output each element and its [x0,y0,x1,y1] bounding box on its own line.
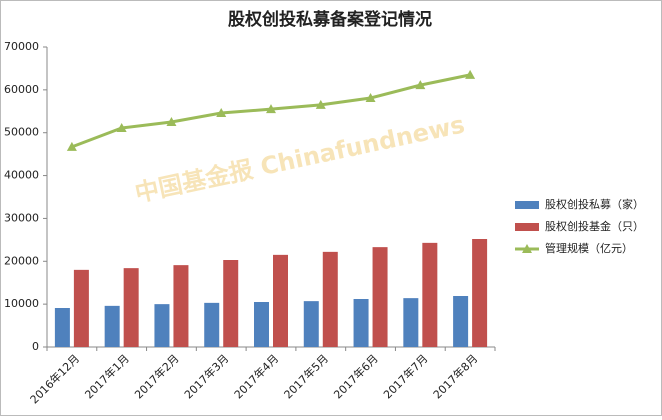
bar [303,301,319,347]
line-marker [216,108,227,117]
bar [104,305,120,347]
bar [223,260,239,347]
bar [204,302,220,347]
bar [472,239,488,347]
legend-swatch [515,201,539,209]
y-tick-label: 40000 [4,169,39,182]
legend-label: 管理规模（亿元） [545,241,633,255]
bar [154,304,170,347]
line-marker [465,69,476,79]
bar [453,296,469,347]
line-marker [315,99,326,109]
line-marker [66,141,77,151]
bar [273,254,288,347]
chart-title: 股权创投私募备案登记情况 [228,9,432,30]
bar [353,299,369,347]
bar [73,269,89,347]
bar [403,298,419,347]
line-marker [166,117,177,126]
y-tick-label: 30000 [4,211,39,224]
line-marker [365,93,376,102]
y-tick-label: 50000 [4,126,39,139]
bar [422,242,438,347]
y-tick-label: 0 [32,340,39,353]
y-tick-label: 20000 [4,254,39,267]
bar [123,268,139,347]
y-tick-label: 10000 [4,297,39,310]
legend-swatch [522,244,532,253]
bar [54,308,70,347]
legend-swatch [515,223,539,231]
line-marker [415,80,426,90]
bar [173,265,189,347]
bar [322,251,338,347]
y-tick-label: 60000 [4,83,39,96]
line-marker [116,123,127,132]
legend-label: 股权创投私募（家） [545,197,644,211]
y-tick-label: 70000 [4,40,39,53]
legend-label: 股权创投基金（只） [545,219,644,233]
bar [372,247,388,347]
bar [254,302,269,347]
line-marker [266,104,276,114]
